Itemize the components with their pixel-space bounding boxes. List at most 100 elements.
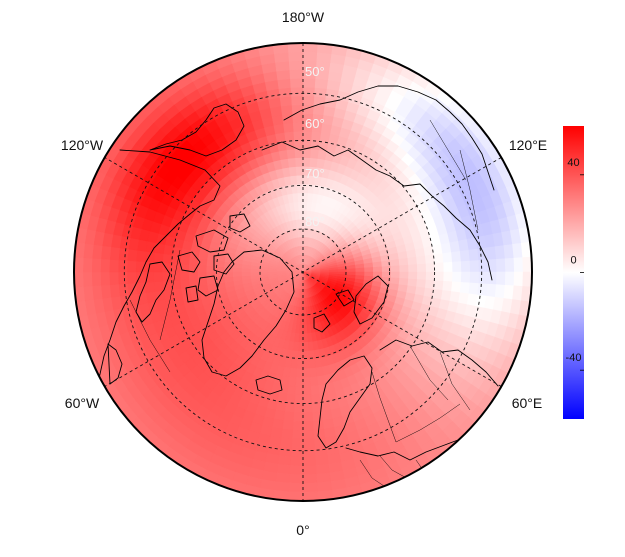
coastline-alaska [149, 103, 245, 157]
graticule [104, 43, 502, 501]
field-cell [477, 283, 488, 297]
field-cell [276, 463, 291, 475]
field-cell [459, 282, 471, 295]
field-cell [285, 139, 296, 151]
field-cell [315, 472, 331, 484]
field-cell [308, 358, 316, 370]
field-cell [117, 271, 128, 285]
field-cell [292, 192, 299, 203]
field-cell [302, 456, 316, 467]
field-cell [223, 271, 233, 278]
field-cell [442, 252, 453, 264]
field-cell [504, 271, 515, 287]
anomaly-field [74, 43, 532, 501]
field-cell [512, 285, 524, 302]
field-cell [82, 271, 93, 287]
field-cell [314, 446, 328, 457]
field-cell [459, 249, 471, 262]
field-cell [389, 259, 401, 267]
field-cell [299, 218, 304, 229]
field-cell [118, 283, 129, 297]
field-cell [414, 247, 426, 258]
field-cell [398, 257, 409, 266]
field-cell [302, 473, 318, 484]
field-cell [294, 394, 304, 405]
field-cell [355, 267, 365, 273]
field-cell [468, 282, 480, 296]
field-cell [278, 87, 292, 98]
field-cell [286, 385, 296, 396]
field-cell [289, 465, 304, 475]
field-cell [290, 456, 304, 467]
field-cell [408, 264, 418, 273]
field-cell [170, 263, 181, 273]
field-cell [442, 280, 453, 292]
field-cell [513, 257, 524, 273]
graticule-latitude-70 [215, 184, 391, 360]
field-cell [313, 104, 326, 116]
field-cell [293, 130, 304, 141]
field-cell [302, 438, 315, 449]
field-cell [302, 385, 312, 396]
field-cell [372, 261, 383, 268]
field-cell [433, 280, 444, 291]
field-cell [162, 253, 173, 264]
field-cell [316, 481, 333, 493]
field-cell [503, 284, 515, 300]
field-cell [310, 385, 320, 396]
field-cell [135, 249, 147, 262]
field-cell [126, 248, 138, 262]
field-cell [311, 402, 322, 413]
field-cell [494, 284, 506, 299]
field-cell [280, 158, 290, 169]
field-cell [425, 271, 436, 281]
field-cell [152, 271, 163, 283]
field-cell [310, 148, 320, 159]
lat-label-60: 60° [305, 116, 325, 131]
field-cell [302, 51, 318, 62]
field-cell [277, 78, 292, 89]
field-cell [302, 482, 318, 493]
field-cell [144, 281, 155, 294]
field-cell [302, 77, 316, 88]
field-cell [275, 472, 291, 484]
field-cell [295, 157, 304, 167]
field-cell [522, 256, 532, 273]
field-cell [100, 245, 112, 260]
lon-label-0: 0° [296, 522, 309, 538]
field-cell [297, 192, 304, 202]
coastline-north-america [95, 149, 221, 393]
field-cell [295, 165, 304, 176]
field-cell [288, 482, 304, 493]
field-cell [287, 157, 297, 168]
field-cell [273, 51, 290, 63]
field-cell [416, 279, 427, 289]
field-cell [329, 269, 339, 273]
field-cell [295, 377, 304, 387]
field-cell [74, 256, 84, 273]
field-cell [478, 259, 489, 273]
field-cell [512, 242, 524, 259]
field-cell [118, 247, 129, 261]
field-cell [452, 271, 462, 283]
field-cell [302, 403, 313, 414]
field-cell [302, 324, 308, 334]
field-cell [109, 283, 120, 298]
field-cell [302, 315, 307, 326]
field-cell [302, 95, 315, 106]
field-cell [302, 447, 316, 458]
field-cell [279, 95, 293, 107]
latitude-labels: 50° 60° 70° 80° [305, 64, 325, 229]
field-cell [153, 280, 164, 292]
field-cell [310, 139, 321, 151]
field-cell [452, 261, 462, 273]
field-cell [311, 131, 322, 142]
field-cell [433, 253, 444, 264]
graticule-meridian [104, 157, 502, 387]
field-cell [241, 271, 251, 277]
coastline-siberia [261, 85, 495, 281]
field-cell [283, 122, 295, 133]
field-cell [399, 264, 410, 273]
field-cell [82, 285, 94, 302]
field-cell [109, 246, 120, 261]
